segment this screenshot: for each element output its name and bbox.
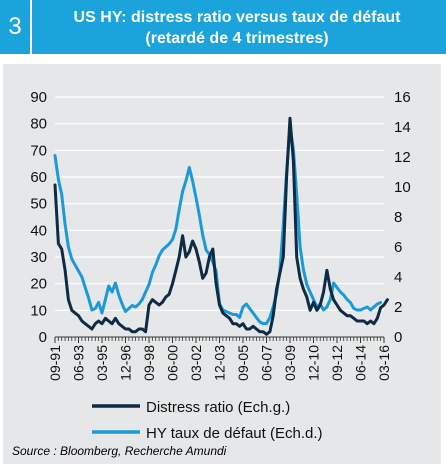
x-tick-label: 09-12 <box>329 345 345 381</box>
x-tick-label: 06-93 <box>71 345 87 381</box>
x-tick-label: 03-95 <box>94 345 110 381</box>
source-note: Source : Bloomberg, Recherche Amundi <box>12 444 227 458</box>
x-tick-label: 09-05 <box>235 345 251 381</box>
y-left-tick-label: 0 <box>39 329 47 346</box>
figure-number: 3 <box>0 0 32 54</box>
y-left-tick-label: 60 <box>30 169 47 186</box>
figure-header: 3 US HY: distress ratio versus taux de d… <box>0 0 446 54</box>
x-tick-label: 12-03 <box>212 345 228 381</box>
y-right-tick-label: 6 <box>394 239 402 256</box>
y-right-tick-label: 2 <box>394 299 402 316</box>
chart-title: US HY: distress ratio versus taux de déf… <box>34 7 440 49</box>
legend-label-distress: Distress ratio (Ech.g.) <box>146 399 290 416</box>
y-left-tick-label: 70 <box>30 142 47 159</box>
series-line-distress-ratio <box>53 116 389 336</box>
y-right-tick-label: 10 <box>394 179 411 196</box>
x-tick-label: 06-00 <box>165 345 181 381</box>
y-left-tick-label: 50 <box>30 196 47 213</box>
x-tick-label: 03-02 <box>188 345 204 381</box>
legend-label-default-rate: HY taux de défaut (Ech.d.) <box>146 425 323 442</box>
x-tick-label: 06-14 <box>353 345 369 381</box>
y-left-tick-label: 80 <box>30 116 47 133</box>
y-left-tick-label: 20 <box>30 276 47 293</box>
y-left-tick-label: 90 <box>30 89 47 106</box>
y-right-tick-label: 16 <box>394 89 411 106</box>
y-right-tick-label: 14 <box>394 119 411 136</box>
y-right-tick-label: 8 <box>394 209 402 226</box>
y-left-tick-label: 30 <box>30 249 47 266</box>
y-left-tick-label: 10 <box>30 302 47 319</box>
x-tick-label: 09-91 <box>47 345 63 381</box>
x-tick-label: 12-96 <box>118 345 134 381</box>
y-right-tick-label: 12 <box>394 149 411 166</box>
x-tick-label: 03-16 <box>376 345 392 381</box>
x-tick-label: 03-09 <box>282 345 298 381</box>
y-right-tick-label: 4 <box>394 269 402 286</box>
y-left-tick-label: 40 <box>30 222 47 239</box>
x-tick-label: 12-10 <box>306 345 322 381</box>
title-line-2: (retardé de 4 trimestres) <box>145 30 329 47</box>
x-tick-label: 09-98 <box>141 345 157 381</box>
title-line-1: US HY: distress ratio versus taux de déf… <box>73 9 401 26</box>
x-tick-label: 06-07 <box>259 345 275 381</box>
y-right-tick-label: 0 <box>394 329 402 346</box>
